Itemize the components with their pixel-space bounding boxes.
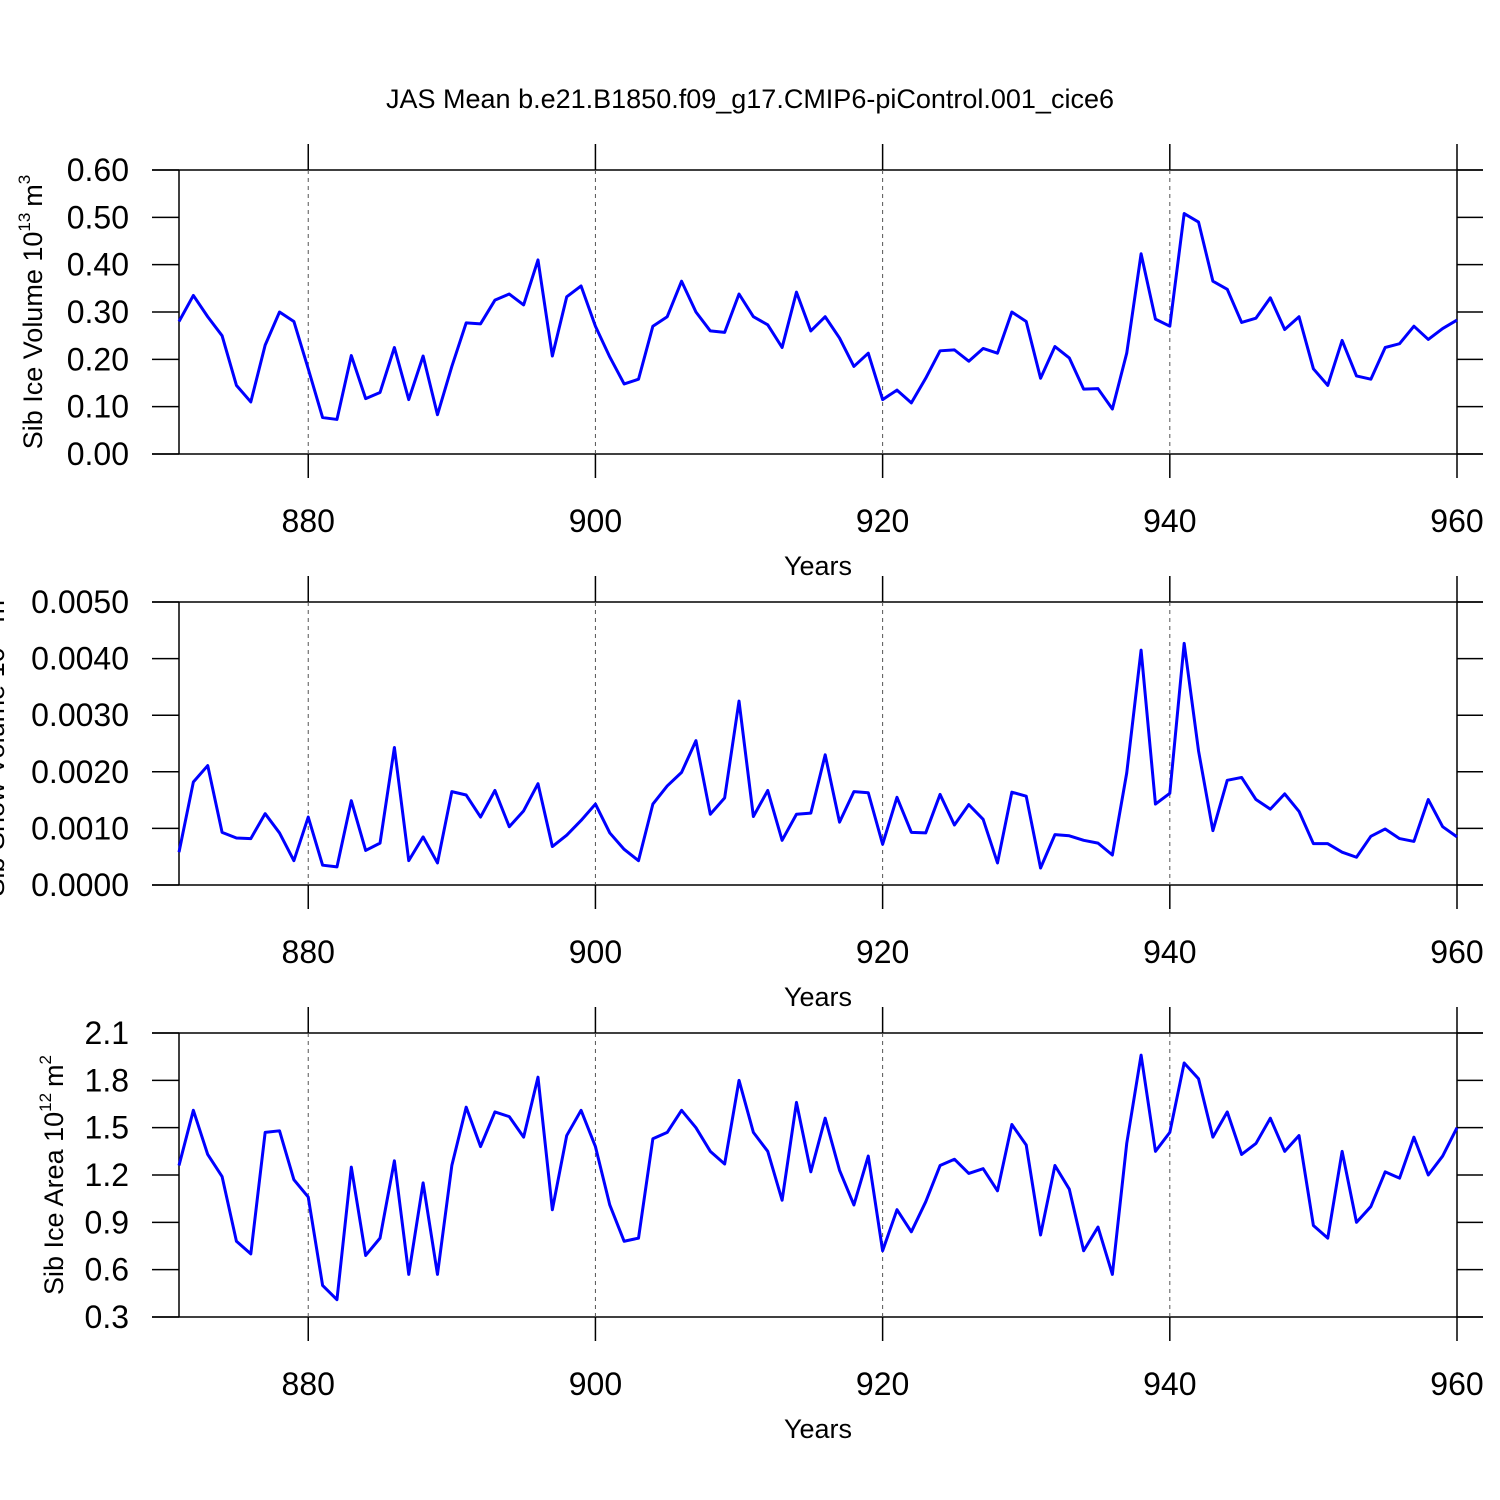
y-tick-label: 1.5 [85,1110,129,1146]
x-tick-label: 880 [282,1366,335,1402]
y-tick-label: 0.10 [67,389,129,425]
x-axis-label: Years [784,1414,852,1444]
y-axis-label: Sib Ice Area 1012 m2 [36,1055,69,1295]
y-tick-label: 0.0050 [31,584,129,620]
x-tick-label: 900 [569,934,622,970]
y-tick-label: 0.0000 [31,867,129,903]
y-tick-label: 0.9 [85,1204,129,1240]
y-tick-label: 0.60 [67,152,129,188]
y-tick-label: 0.00 [67,436,129,472]
y-tick-label: 0.3 [85,1299,129,1335]
x-tick-label: 940 [1143,934,1196,970]
y-tick-label: 0.0010 [31,810,129,846]
x-tick-label: 920 [856,503,909,539]
y-axis-label-unit-exponent: 2 [36,1055,55,1064]
y-axis-label-unit: m [39,1064,69,1087]
x-tick-label: 920 [856,1366,909,1402]
y-tick-label: 0.0030 [31,697,129,733]
x-tick-label: 960 [1430,1366,1483,1402]
y-tick-label: 1.2 [85,1157,129,1193]
y-tick-label: 0.30 [67,294,129,330]
y-axis-label-unit: m [0,600,10,623]
x-axis-label: Years [784,551,852,581]
y-tick-label: 0.0020 [31,754,129,790]
y-tick-label: 0.6 [85,1252,129,1288]
x-tick-label: 960 [1430,934,1483,970]
x-tick-label: 900 [569,1366,622,1402]
x-tick-label: 960 [1430,503,1483,539]
y-tick-label: 1.8 [85,1062,129,1098]
x-tick-label: 880 [282,503,335,539]
x-tick-label: 900 [569,503,622,539]
y-tick-label: 0.40 [67,247,129,283]
y-axis-label-unit: m [18,184,48,207]
y-tick-label: 2.1 [85,1015,129,1051]
x-axis-label: Years [784,982,852,1012]
y-axis-label: Sib Ice Volume 1013 m3 [15,175,48,450]
y-axis-label-text: Sib Snow Volume 10 [0,647,10,896]
y-axis-label-exponent: 13 [15,213,34,232]
y-axis-label-text: Sib Ice Area 10 [39,1112,69,1295]
y-axis-label: Sib Snow Volume 1013m3 [0,590,10,896]
data-line [177,641,1458,870]
y-axis-label-unit-exponent: 3 [15,175,34,184]
data-line [177,1053,1459,1302]
x-tick-label: 880 [282,934,335,970]
y-axis-label-text: Sib Ice Volume 10 [18,232,48,450]
y-tick-label: 0.50 [67,199,129,235]
y-tick-label: 0.20 [67,341,129,377]
x-tick-label: 940 [1143,1366,1196,1402]
x-tick-label: 940 [1143,503,1196,539]
data-line [177,212,1458,421]
chart-title: JAS Mean b.e21.B1850.f09_g17.CMIP6-piCon… [386,84,1114,114]
y-tick-label: 0.0040 [31,641,129,677]
x-tick-label: 920 [856,934,909,970]
y-axis-label-exponent: 12 [36,1093,55,1112]
